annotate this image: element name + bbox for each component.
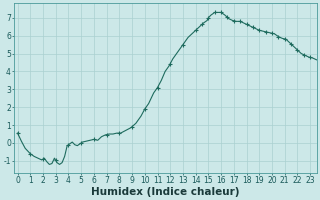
X-axis label: Humidex (Indice chaleur): Humidex (Indice chaleur) xyxy=(91,187,239,197)
